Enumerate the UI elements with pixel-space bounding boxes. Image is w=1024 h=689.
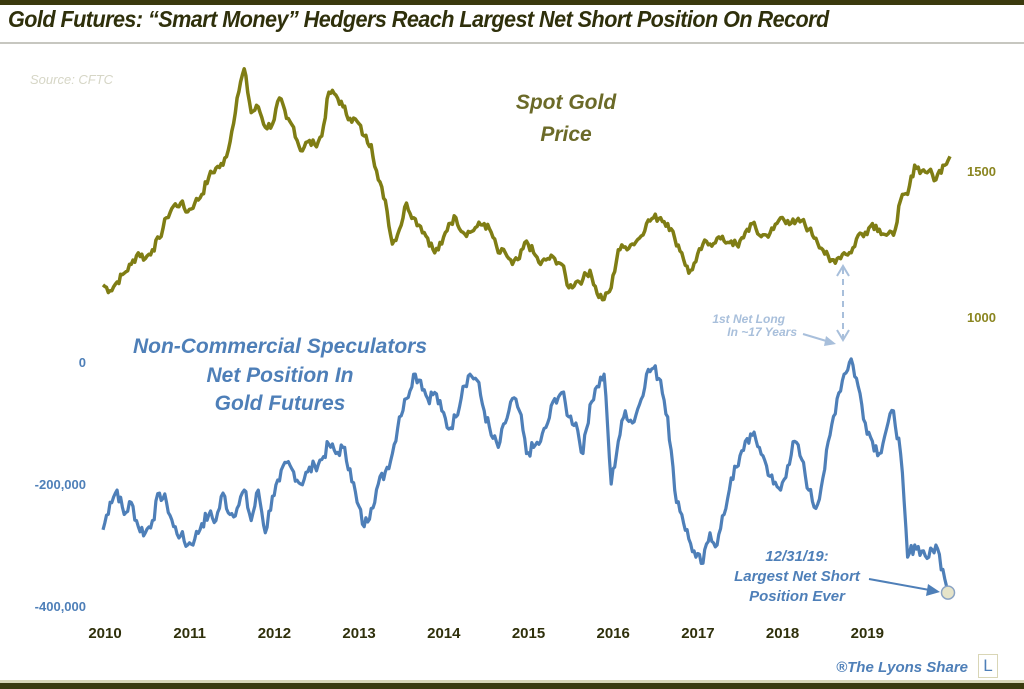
x-tick-2011: 2011 xyxy=(173,625,206,642)
spec-tick-neg200k: -200,000 xyxy=(35,477,86,492)
annotation-arrow-2 xyxy=(868,578,936,592)
annotation-largest-short-line3: Position Ever xyxy=(749,588,846,605)
annotation-largest-short-line2: Largest Net Short xyxy=(734,568,861,585)
gold-tick-1500: 1500 xyxy=(967,164,996,179)
gold-series-label-line1: Spot Gold xyxy=(516,91,617,114)
x-tick-2016: 2016 xyxy=(597,625,630,642)
spec-series-label-line3: Gold Futures xyxy=(215,392,346,415)
x-tick-2015: 2015 xyxy=(512,625,545,642)
annotation-net-long-line2: In ~17 Years xyxy=(727,325,797,339)
x-tick-2012: 2012 xyxy=(258,625,291,642)
bottom-border-light xyxy=(0,680,1024,683)
arrow-up-icon xyxy=(836,264,850,277)
spec-series-label-line1: Non-Commercial Speculators xyxy=(133,335,427,358)
gold-series-label-line2: Price xyxy=(540,123,592,146)
brand-label: ®The Lyons Share xyxy=(836,659,968,676)
arrowhead-icon xyxy=(824,336,836,346)
x-tick-2018: 2018 xyxy=(766,625,799,642)
chart-title: Gold Futures: “Smart Money” Hedgers Reac… xyxy=(8,6,829,32)
source-label: Source: CFTC xyxy=(30,72,114,87)
x-tick-2013: 2013 xyxy=(342,625,375,642)
x-tick-2014: 2014 xyxy=(427,625,461,642)
bottom-border xyxy=(0,683,1024,689)
title-divider xyxy=(0,42,1024,44)
annotation-largest-short-line1: 12/31/19: xyxy=(765,548,828,565)
brand-logo: L xyxy=(978,654,998,678)
spec-tick-0: 0 xyxy=(79,355,86,370)
gold-price-line xyxy=(101,67,952,302)
x-axis-ticks: 2010 2011 2012 2013 2014 2015 2016 2017 2018 2019 xyxy=(88,625,884,642)
arrow-down-icon xyxy=(836,329,850,342)
x-tick-2019: 2019 xyxy=(851,625,884,642)
final-value-marker xyxy=(940,585,956,600)
spec-position-line xyxy=(101,357,952,594)
arrowhead-icon xyxy=(926,584,940,596)
gold-tick-1000: 1000 xyxy=(967,310,996,325)
spec-tick-neg400k: -400,000 xyxy=(35,599,86,614)
top-border xyxy=(0,0,1024,5)
x-tick-2017: 2017 xyxy=(681,625,714,642)
annotation-net-long-line1: 1st Net Long xyxy=(712,312,785,326)
x-tick-2010: 2010 xyxy=(88,625,121,642)
spec-series-label-line2: Net Position In xyxy=(207,364,354,387)
